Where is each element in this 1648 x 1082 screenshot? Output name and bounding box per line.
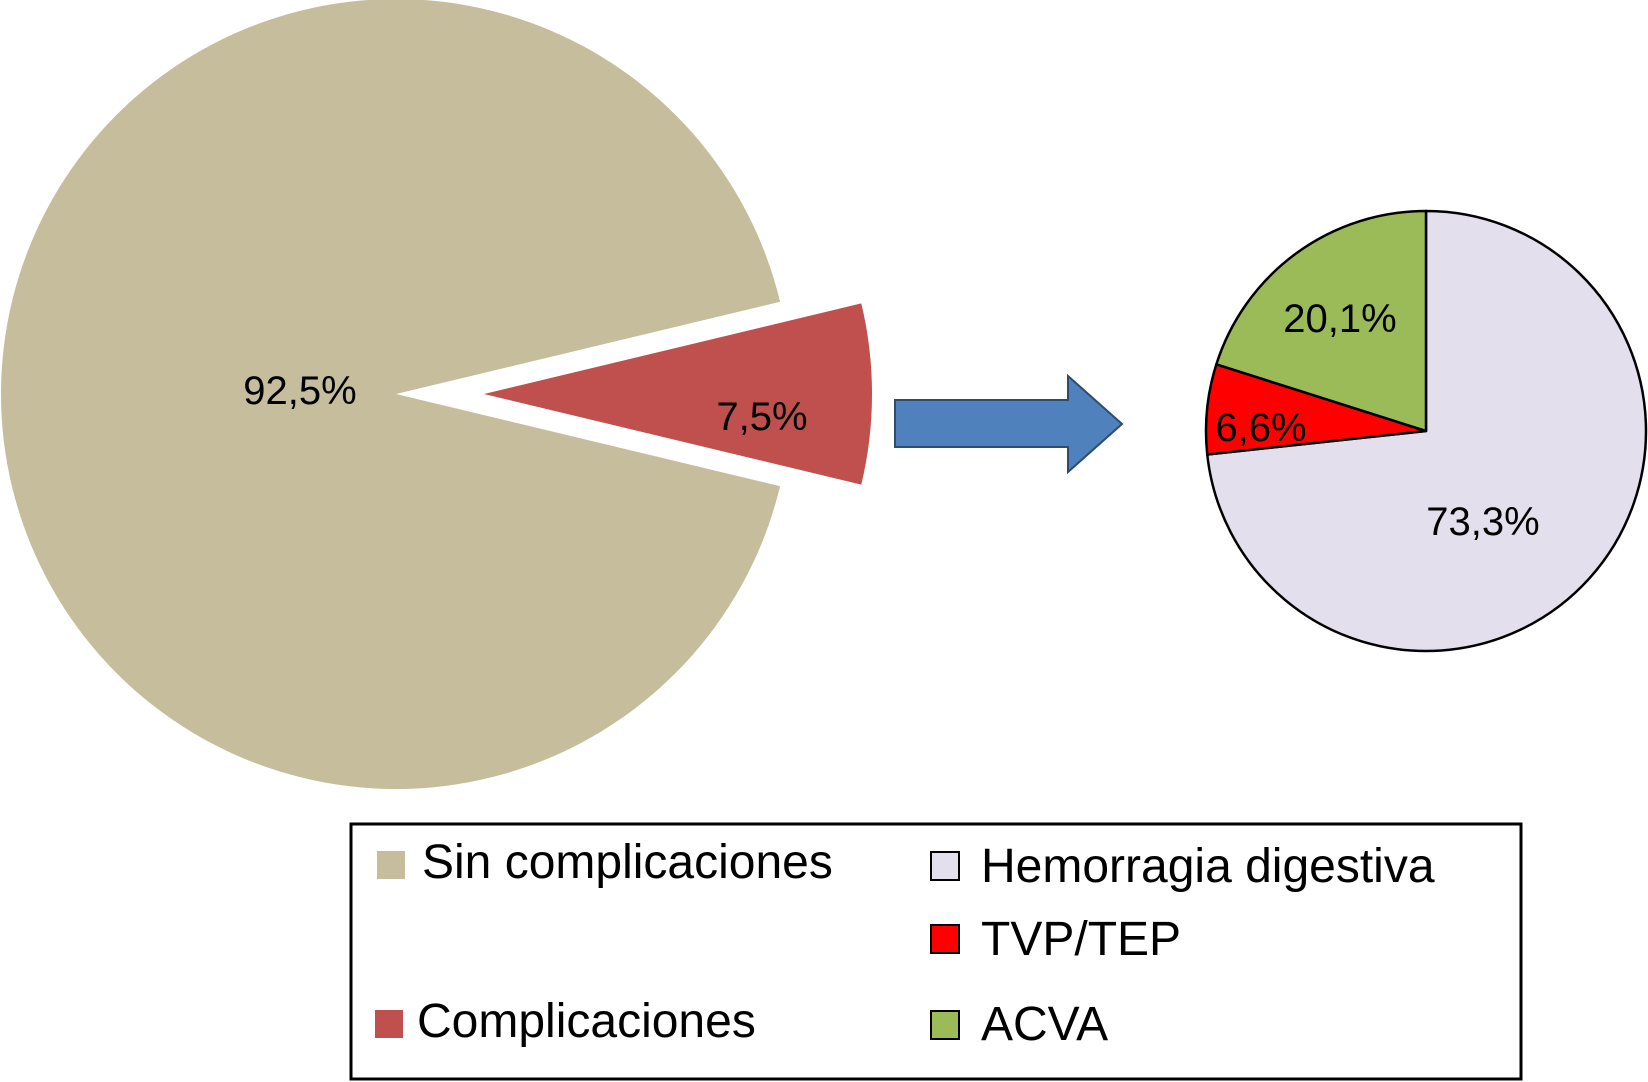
legend-label-acva: ACVA: [981, 998, 1108, 1051]
main-pie-chart: 7,5% 92,5%: [1, 0, 872, 789]
pie-slice-acva: [1215, 209, 1428, 433]
legend-label-complicaciones: Complicaciones: [417, 995, 756, 1048]
legend-swatch-hemorragia-digestiva: [930, 851, 960, 881]
legend-label-hemorragia-digestiva: Hemorragia digestiva: [981, 840, 1435, 893]
pie-label-sin-complicaciones: 92,5%: [243, 369, 356, 413]
pie-slice-complicaciones: [484, 303, 872, 485]
pie-label-hemorragia-digestiva: 73,3%: [1426, 500, 1539, 544]
legend-label-sin-complicaciones: Sin complicaciones: [422, 836, 833, 889]
breakdown-pie-chart: 73,3% 6,6% 20,1%: [1204, 209, 1648, 653]
legend-swatch-acva: [930, 1010, 960, 1040]
legend-swatch-complicaciones: [375, 1010, 403, 1038]
pie-label-complicaciones: 7,5%: [716, 395, 807, 439]
pie-label-tvp-tep: 6,6%: [1215, 406, 1306, 450]
legend: Sin complicaciones Complicaciones Hemorr…: [349, 822, 1523, 1081]
pie-label-acva: 20,1%: [1283, 297, 1396, 341]
legend-swatch-tvp-tep: [930, 924, 960, 954]
arrow-right-icon: [894, 373, 1124, 475]
legend-label-tvp-tep: TVP/TEP: [981, 913, 1181, 966]
legend-swatch-sin-complicaciones: [377, 851, 405, 879]
pie-slice-sin-complicaciones: [1, 0, 781, 789]
